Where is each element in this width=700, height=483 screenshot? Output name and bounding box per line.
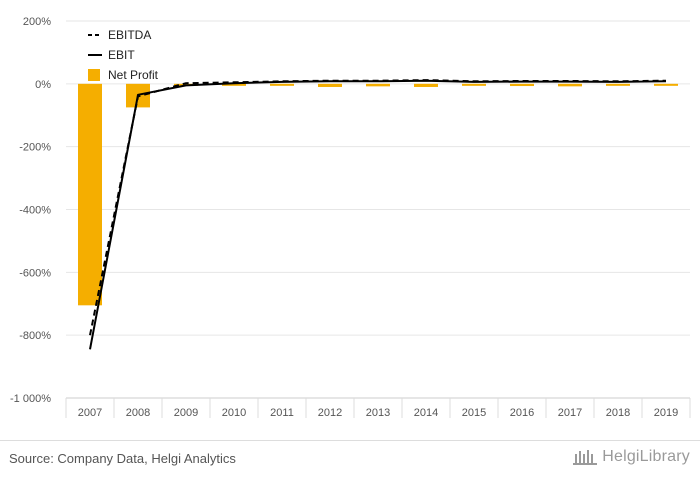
x-tick-label: 2007: [78, 407, 102, 419]
y-tick-label: -800%: [19, 330, 51, 342]
x-tick-label: 2016: [510, 407, 534, 419]
net-profit-bar: [606, 83, 630, 86]
footer-divider: [0, 440, 700, 441]
x-tick-label: 2010: [222, 407, 246, 419]
legend: EBITDA EBIT Net Profit: [88, 28, 159, 82]
x-tick-label: 2014: [414, 407, 438, 419]
legend-label-ebit: EBIT: [108, 48, 135, 62]
x-tick-label: 2015: [462, 407, 486, 419]
net-profit-bar: [558, 83, 582, 87]
net-profit-bar: [318, 83, 342, 87]
x-tick-label: 2008: [126, 407, 150, 419]
legend-swatch-net-profit: [88, 69, 100, 81]
library-building-icon: [573, 450, 598, 465]
x-tick-label: 2017: [558, 407, 582, 419]
x-tick-label: 2013: [366, 407, 390, 419]
y-tick-label: -600%: [19, 267, 51, 279]
net-profit-bar: [78, 83, 102, 306]
net-profit-bar: [462, 83, 486, 86]
net-profit-bar: [366, 83, 390, 87]
brand-name: HelgiLibrary: [602, 448, 690, 465]
y-tick-label: -400%: [19, 205, 51, 217]
legend-label-ebitda: EBITDA: [108, 28, 151, 42]
y-axis-tick-labels: 200% 0% -200% -400% -600% -800% -1 000%: [10, 16, 51, 405]
source-note: Source: Company Data, Helgi Analytics: [9, 451, 236, 466]
y-tick-label: -1 000%: [10, 393, 51, 405]
net-profit-bar: [222, 83, 246, 86]
x-axis: 2007 2008 2009 2010 2011 2012 2013 2014 2015 2016…: [65, 397, 691, 419]
net-profit-bars: [78, 83, 678, 306]
y-tick-label: 0%: [35, 79, 51, 91]
y-tick-label: 200%: [23, 16, 51, 28]
net-profit-bar: [654, 83, 678, 86]
ebit-line: [89, 79, 667, 350]
x-tick-label: 2012: [318, 407, 342, 419]
x-tick-label: 2018: [606, 407, 630, 419]
ebitda-line: [89, 79, 667, 336]
x-tick-label: 2009: [174, 407, 198, 419]
y-tick-label: -200%: [19, 142, 51, 154]
legend-label-net-profit: Net Profit: [108, 68, 159, 82]
x-tick-label: 2011: [270, 407, 294, 419]
grid-lines: [66, 20, 690, 399]
net-profit-bar: [270, 83, 294, 86]
chart: 200%0%-200%-400%-600%-800%-1 000% 2007 20…: [10, 16, 691, 419]
series-lines: [89, 79, 667, 350]
x-tick-label: 2019: [654, 407, 678, 419]
helgi-library-logo[interactable]: HelgiLibrary: [572, 448, 690, 466]
net-profit-bar: [510, 83, 534, 87]
net-profit-bar: [414, 83, 438, 87]
